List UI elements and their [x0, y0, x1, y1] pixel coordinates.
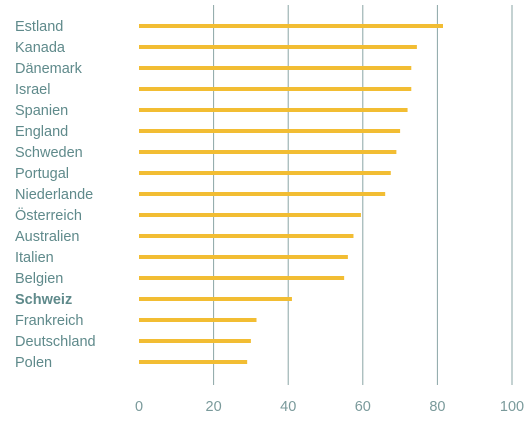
x-tick-label: 100	[500, 399, 524, 415]
x-tick-label: 0	[135, 399, 143, 415]
bar-spanien	[139, 108, 408, 112]
x-tick-label: 20	[206, 399, 222, 415]
category-label: Polen	[15, 355, 52, 371]
bar-niederlande	[139, 192, 386, 196]
category-label: Australien	[15, 229, 79, 245]
bar-australien	[139, 234, 354, 238]
x-tick-label: 80	[429, 399, 445, 415]
x-tick-label: 40	[280, 399, 296, 415]
bar-belgien	[139, 276, 345, 280]
bar-schweiz	[139, 297, 292, 301]
bar-england	[139, 129, 401, 133]
bar-israel	[139, 87, 412, 91]
category-label: Österreich	[15, 206, 82, 224]
bar-kanada	[139, 45, 417, 49]
category-label: Schweden	[15, 145, 83, 161]
bar-estland	[139, 24, 443, 28]
bar-polen	[139, 360, 248, 364]
category-labels: Estland Kanada Dänemark Israel Spanien Englan…	[15, 19, 96, 371]
category-label: Niederlande	[15, 187, 93, 203]
category-label: Schweiz	[15, 292, 72, 308]
x-axis-ticks: 0 20 40 60 80 100	[135, 399, 524, 415]
bar-schweden	[139, 150, 397, 154]
bar-dänemark	[139, 66, 412, 70]
category-label: Spanien	[15, 103, 68, 119]
category-label: Frankreich	[15, 313, 84, 329]
category-label: Estland	[15, 19, 63, 35]
bar-portugal	[139, 171, 391, 175]
category-label: England	[15, 124, 68, 140]
category-label: Deutschland	[15, 334, 96, 350]
category-label: Portugal	[15, 166, 69, 182]
category-label: Kanada	[15, 40, 66, 56]
category-label: Israel	[15, 82, 50, 98]
bar-frankreich	[139, 318, 257, 322]
bar-deutschland	[139, 339, 251, 343]
bar-österreich	[139, 213, 361, 217]
bars	[139, 24, 443, 364]
x-tick-label: 60	[355, 399, 371, 415]
category-label: Italien	[15, 250, 54, 266]
category-label: Belgien	[15, 271, 63, 287]
bar-italien	[139, 255, 348, 259]
category-label: Dänemark	[15, 61, 83, 77]
